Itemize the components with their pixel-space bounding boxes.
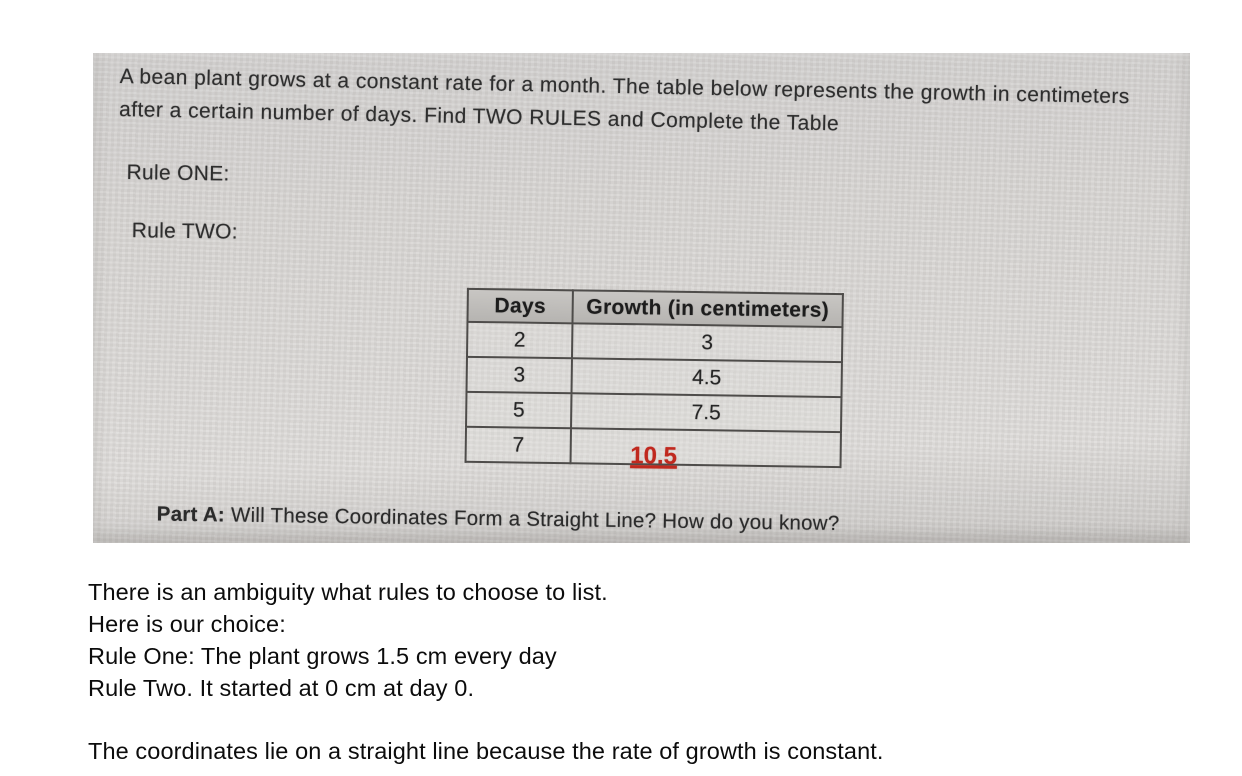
- answer-line: Here is our choice:: [88, 611, 286, 637]
- rule-two-label: Rule TWO:: [131, 219, 239, 244]
- cell-growth: 4.5: [571, 358, 842, 398]
- worksheet-content: A bean plant grows at a constant rate fo…: [93, 53, 1190, 543]
- cell-growth: 7.5: [571, 393, 842, 433]
- part-a-label: Part A:: [156, 502, 226, 527]
- table-row: 3 4.5: [466, 356, 842, 398]
- rule-one-label: Rule ONE:: [126, 161, 230, 186]
- table-row: 5 7.5: [466, 391, 842, 433]
- part-a-text: Will These Coordinates Form a Straight L…: [230, 503, 840, 536]
- worksheet-photo: A bean plant grows at a constant rate fo…: [93, 53, 1190, 543]
- cell-growth-filled: 10.5: [570, 428, 841, 469]
- answer-block: There is an ambiguity what rules to choo…: [88, 576, 884, 767]
- cell-days: 3: [466, 356, 572, 394]
- part-a-question: Part A: Will These Coordinates Form a Str…: [157, 503, 840, 537]
- cell-growth: 3: [571, 323, 843, 363]
- answer-line: Rule Two. It started at 0 cm at day 0.: [88, 675, 475, 701]
- growth-table: Days Growth (in centimeters) 2 3 3 4.5 5: [464, 287, 844, 469]
- problem-statement: A bean plant grows at a constant rate fo…: [119, 60, 1190, 148]
- cell-days: 5: [466, 391, 572, 429]
- header-days: Days: [467, 288, 573, 324]
- cell-days: 7: [465, 426, 572, 464]
- cell-days: 2: [467, 321, 573, 359]
- table-row: 2 3: [467, 321, 843, 363]
- filled-in-answer: 10.5: [630, 441, 678, 470]
- table-row: 7 10.5: [465, 426, 841, 469]
- answer-line: Rule One: The plant grows 1.5 cm every d…: [88, 643, 557, 669]
- answer-line: There is an ambiguity what rules to choo…: [88, 579, 608, 605]
- header-growth: Growth (in centimeters): [572, 290, 843, 328]
- answer-conclusion: The coordinates lie on a straight line b…: [88, 738, 884, 764]
- table-header-row: Days Growth (in centimeters): [467, 288, 843, 328]
